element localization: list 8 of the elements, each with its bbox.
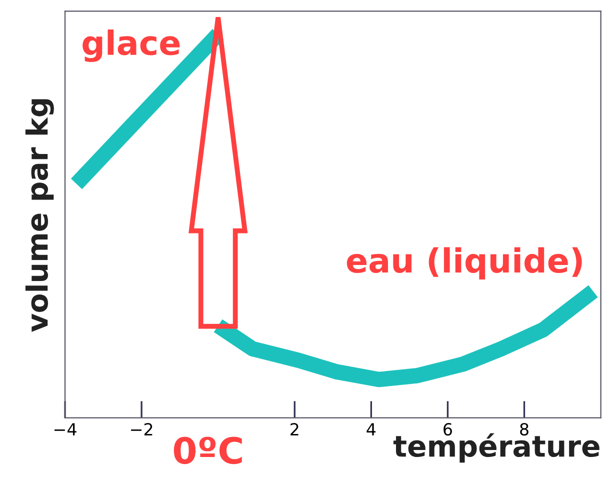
x-tick-label: −2: [131, 423, 152, 436]
text: 0ºC: [174, 436, 242, 464]
x-tick-label: −4: [54, 423, 76, 436]
annotation: eau (liquide): [346, 247, 582, 280]
y-axis-title: volume par kg: [25, 99, 54, 332]
x-tick-label: 4: [366, 423, 376, 436]
x-tick-label: 2: [290, 423, 298, 436]
annotation: glace: [82, 30, 180, 62]
